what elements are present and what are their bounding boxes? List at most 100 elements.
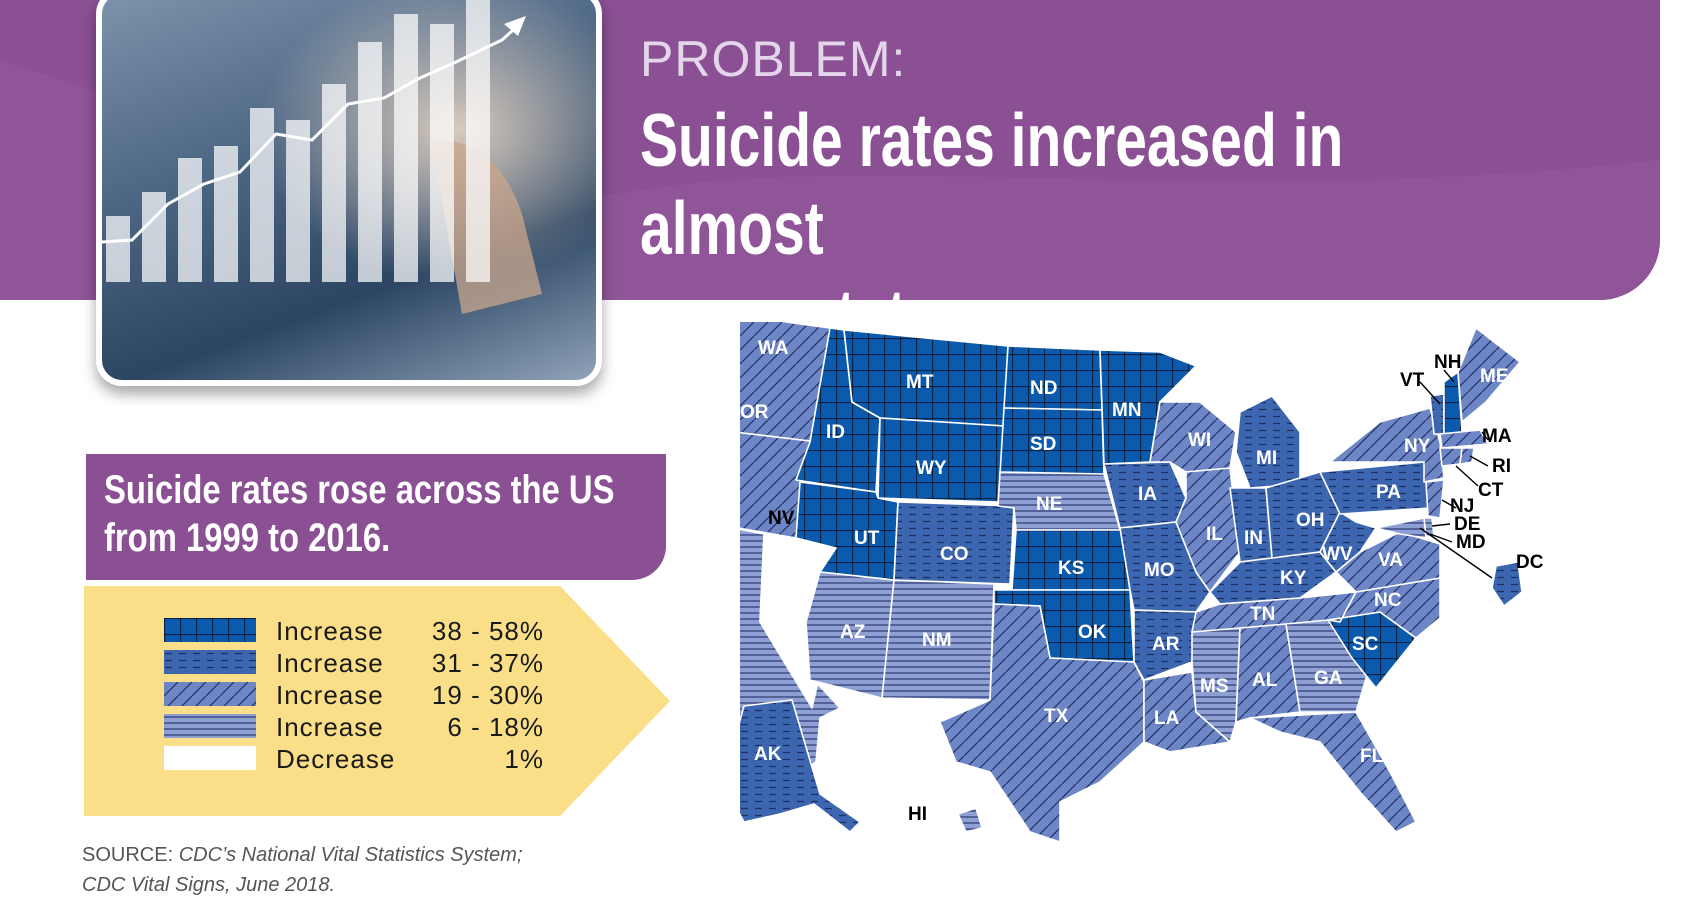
- us-map: WA OR CA NV ID MT WY UT AZ NM CO ND SD N…: [740, 322, 1544, 843]
- state-label-ri: RI: [1492, 456, 1511, 477]
- state-label-nc: NC: [1374, 590, 1402, 611]
- state-label-ga: GA: [1314, 668, 1343, 689]
- subhead-box: Suicide rates rose across the US from 19…: [86, 454, 666, 580]
- state-dc: [1491, 561, 1523, 607]
- state-label-co: CO: [940, 544, 969, 565]
- state-ar: [1133, 609, 1197, 681]
- state-label-me: ME: [1480, 366, 1509, 387]
- state-nj: [1425, 479, 1445, 519]
- state-label-ky: KY: [1280, 568, 1307, 589]
- callout-lines: [1419, 369, 1493, 579]
- legend-item: Increase 6 - 18%: [164, 712, 544, 742]
- state-ct: [1439, 447, 1463, 467]
- legend-label: Decrease: [276, 744, 396, 774]
- state-label-nj: NJ: [1450, 496, 1474, 517]
- photo-trend-line: [102, 20, 524, 244]
- legend-label: Increase: [276, 616, 384, 646]
- state-label-wy: WY: [916, 458, 947, 479]
- state-label-in: IN: [1244, 528, 1263, 549]
- source-line-2: CDC Vital Signs, June 2018.: [82, 874, 336, 896]
- state-label-wv: WV: [1322, 544, 1353, 565]
- legend-range: 19 - 30%: [431, 680, 544, 710]
- state-label-ks: KS: [1058, 558, 1084, 579]
- legend-swatch-dash: [164, 650, 256, 674]
- subhead-line-1: Suicide rates rose across the US: [104, 468, 615, 512]
- legend-range: 31 - 37%: [431, 648, 544, 678]
- state-label-ia: IA: [1138, 484, 1157, 505]
- state-fl: [1249, 711, 1417, 833]
- state-label-va: VA: [1378, 550, 1403, 571]
- state-label-ok: OK: [1078, 622, 1107, 643]
- state-al: [1235, 623, 1301, 723]
- state-label-il: IL: [1206, 524, 1223, 545]
- state-label-ms: MS: [1200, 676, 1229, 697]
- state-ri: [1459, 447, 1475, 465]
- legend-label: Increase: [276, 648, 384, 678]
- trend-arrow-icon: [504, 16, 526, 36]
- state-label-ak: AK: [754, 744, 782, 765]
- state-label-mt: MT: [906, 372, 934, 393]
- state-label-mi: MI: [1256, 448, 1277, 469]
- legend-item: Decrease 1%: [164, 744, 544, 774]
- legend-label: Increase: [276, 680, 384, 710]
- state-label-ne: NE: [1036, 494, 1062, 515]
- legend-item: Increase 38 - 58%: [164, 616, 544, 646]
- state-label-ny: NY: [1404, 436, 1431, 457]
- state-label-nd: ND: [1030, 378, 1057, 399]
- state-label-nh: NH: [1434, 352, 1461, 373]
- state-label-mn: MN: [1112, 400, 1142, 421]
- state-label-or: OR: [740, 402, 769, 423]
- state-me: [1457, 327, 1521, 423]
- source-note: SOURCE: CDC’s National Vital Statistics …: [82, 840, 523, 900]
- state-label-sc: SC: [1352, 634, 1379, 655]
- state-label-sd: SD: [1030, 434, 1056, 455]
- legend-range: 38 - 58%: [431, 616, 544, 646]
- legend-swatch-none: [164, 746, 256, 770]
- state-label-md: MD: [1456, 532, 1486, 553]
- state-hi: [957, 807, 983, 833]
- state-co: [893, 501, 1015, 585]
- headline-line-1: Suicide rates increased in almost: [640, 98, 1344, 270]
- legend-item: Increase 19 - 30%: [164, 680, 544, 710]
- state-label-la: LA: [1154, 708, 1180, 729]
- state-label-vt: VT: [1400, 370, 1425, 391]
- state-label-ut: UT: [854, 528, 880, 549]
- state-label-fl: FL: [1360, 746, 1384, 767]
- subhead-text: Suicide rates rose across the US from 19…: [104, 466, 727, 562]
- state-ga: [1285, 619, 1369, 713]
- headline: Suicide rates increased in almost every …: [640, 96, 1537, 300]
- legend-label: Increase: [276, 712, 384, 742]
- rising-chart-photo: [96, 0, 602, 386]
- photo-bars: [106, 0, 490, 282]
- state-mi: [1235, 395, 1301, 489]
- state-label-pa: PA: [1376, 482, 1401, 503]
- subhead-line-2: from 1999 to 2016.: [104, 516, 391, 560]
- state-il: [1175, 467, 1241, 593]
- state-tx: [939, 603, 1145, 843]
- state-label-mo: MO: [1144, 560, 1175, 581]
- problem-label: PROBLEM:: [640, 31, 907, 87]
- source-line-1: SOURCE: CDC’s National Vital Statistics …: [82, 840, 523, 870]
- state-label-wa: WA: [758, 338, 789, 359]
- state-label-nm: NM: [922, 630, 952, 651]
- state-label-ma: MA: [1482, 426, 1512, 447]
- source-prefix: SOURCE:: [82, 844, 179, 866]
- legend-range: 6 - 18%: [447, 712, 544, 742]
- legend-swatch-diag: [164, 682, 256, 706]
- legend-swatch-horiz: [164, 714, 256, 738]
- state-label-oh: OH: [1296, 510, 1325, 531]
- headline-line-2: every state.: [640, 272, 1537, 300]
- state-labels: WA OR CA NV ID MT WY UT AZ NM CO ND SD N…: [740, 338, 1544, 825]
- state-label-de: DE: [1454, 514, 1480, 535]
- state-label-hi: HI: [908, 804, 927, 825]
- state-az: [805, 571, 895, 699]
- legend-range: 1%: [504, 744, 544, 774]
- legend-swatch-grid: [164, 618, 256, 642]
- state-ma: [1439, 429, 1489, 449]
- state-label-id: ID: [826, 422, 845, 443]
- state-label-tn: TN: [1250, 604, 1275, 625]
- state-label-ct: CT: [1478, 480, 1504, 501]
- state-md: [1375, 517, 1427, 539]
- legend-item: Increase 31 - 37%: [164, 648, 544, 678]
- state-label-al: AL: [1252, 670, 1278, 691]
